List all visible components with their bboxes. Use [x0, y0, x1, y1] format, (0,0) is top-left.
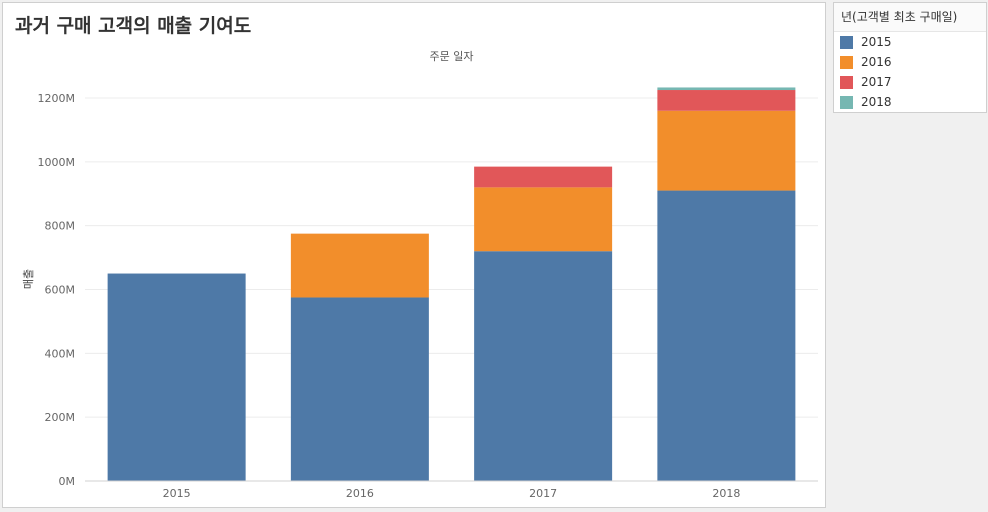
y-tick-label: 400M: [45, 347, 76, 360]
legend-swatch: [840, 75, 853, 89]
x-tick-label: 2015: [163, 487, 191, 500]
y-tick-label: 600M: [45, 284, 76, 297]
y-axis-label: 매출: [22, 269, 35, 289]
bar-segment-2016-2016[interactable]: [290, 233, 429, 298]
bar-segment-2017-2015[interactable]: [474, 251, 613, 481]
bar-segment-2016-2015[interactable]: [290, 297, 429, 481]
legend-label: 2016: [861, 55, 892, 69]
legend-swatch: [840, 95, 853, 109]
legend-title: 년(고객별 최초 구매일): [834, 3, 986, 32]
legend-item-2017[interactable]: 2017: [834, 72, 986, 92]
legend-item-2016[interactable]: 2016: [834, 52, 986, 72]
bar-segment-2018-2017[interactable]: [657, 90, 796, 111]
y-tick-label: 0M: [59, 475, 76, 488]
legend-swatch: [840, 35, 853, 49]
chart-title: 과거 구매 고객의 매출 기여도: [15, 15, 252, 37]
bar-segment-2018-2015[interactable]: [657, 190, 796, 481]
y-tick-label: 1200M: [38, 92, 76, 105]
legend-label: 2018: [861, 95, 892, 109]
bar-segment-2018-2018[interactable]: [657, 87, 796, 91]
y-tick-label: 1000M: [38, 156, 76, 169]
bar-segment-2017-2017[interactable]: [474, 166, 613, 188]
bar-segment-2015-2015[interactable]: [107, 273, 246, 481]
legend-item-2018[interactable]: 2018: [834, 92, 986, 112]
legend: 년(고객별 최초 구매일) 2015 2016 2017 2018: [833, 2, 987, 113]
bar-chart: 주문 일자 0M 200M 400M 600M 800M 1000M 1200M 매출 2015 2…: [22, 49, 818, 500]
legend-item-2015[interactable]: 2015: [834, 32, 986, 52]
x-tick-label: 2017: [529, 487, 557, 500]
legend-label: 2017: [861, 75, 892, 89]
chart-panel: 과거 구매 고객의 매출 기여도 주문 일자 0M 200M 400M 600M 800M…: [2, 2, 826, 508]
y-tick-label: 200M: [45, 411, 76, 424]
x-tick-label: 2016: [346, 487, 374, 500]
column-header: 주문 일자: [430, 49, 474, 63]
y-tick-label: 800M: [45, 220, 76, 233]
x-tick-label: 2018: [712, 487, 740, 500]
bar-segment-2018-2016[interactable]: [657, 110, 796, 191]
legend-swatch: [840, 55, 853, 69]
bar-segment-2017-2016[interactable]: [474, 187, 613, 252]
legend-label: 2015: [861, 35, 892, 49]
